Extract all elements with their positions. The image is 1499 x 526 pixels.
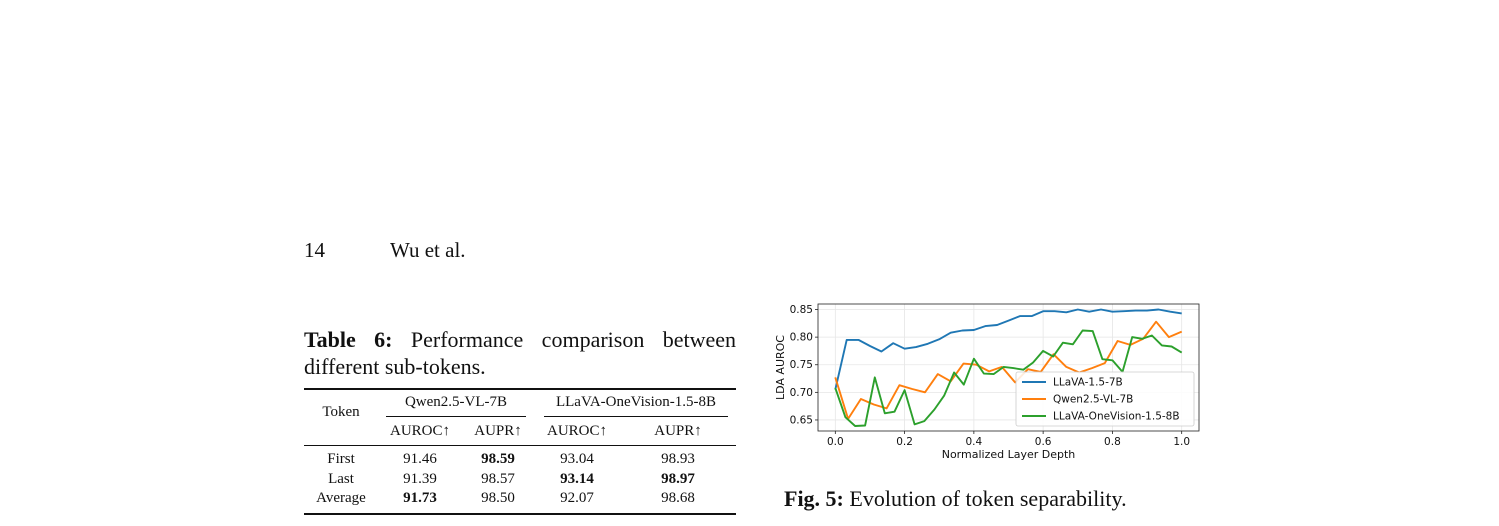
running-header-authors: Wu et al.	[390, 238, 466, 262]
table-cell: 98.57	[481, 471, 515, 487]
figure-caption-text: Evolution of token separability.	[849, 486, 1127, 511]
x-tick-label: 0.2	[896, 436, 913, 448]
results-table: Token Qwen2.5-VL-7B LLaVA-OneVision-1.5-…	[304, 388, 736, 516]
table-bottom-rule	[304, 513, 736, 515]
y-axis-label: LDA AUROC	[774, 335, 787, 400]
x-tick-label: 0.6	[1035, 436, 1052, 448]
x-tick-label: 1.0	[1173, 436, 1190, 448]
header-token: Token	[322, 404, 360, 420]
figure-caption: Fig. 5: Evolution of token separability.	[784, 486, 1127, 512]
table-cell: 98.50	[481, 490, 515, 506]
y-tick-label: 0.80	[790, 332, 813, 344]
table-caption-label: Table 6:	[304, 327, 393, 352]
x-tick-label: 0.4	[966, 436, 983, 448]
table-cell: 93.04	[560, 451, 594, 467]
row-label: First	[327, 451, 355, 467]
y-tick-label: 0.65	[790, 414, 813, 426]
table-cell: 93.14	[560, 471, 594, 487]
header-metric: AUPR↑	[654, 423, 702, 439]
table-cell: 91.73	[403, 490, 437, 506]
table-cell: 91.39	[403, 471, 437, 487]
y-tick-label: 0.85	[790, 304, 813, 316]
table-cell: 98.93	[661, 451, 695, 467]
legend-label: LLaVA-OneVision-1.5-8B	[1053, 411, 1180, 423]
header-metric: AUPR↑	[474, 423, 522, 439]
table-top-rule	[304, 388, 736, 390]
series-line	[834, 308, 1182, 390]
chart-svg: 0.0 0.2 0.4 0.6 0.8 1.0 0.65 0.70 0.75 0.80 0.85 N…	[774, 303, 1200, 461]
row-label: Average	[316, 490, 366, 506]
series-line	[834, 329, 1183, 427]
header-metric: AUROC↑	[389, 423, 451, 439]
x-tick-label: 0.8	[1104, 436, 1121, 448]
page-number: 14	[304, 238, 325, 262]
table-cell: 98.97	[661, 471, 695, 487]
legend-label: LLaVA-1.5-7B	[1053, 377, 1123, 389]
header-metric: AUROC↑	[546, 423, 608, 439]
table-cell: 98.68	[661, 490, 695, 506]
table-cell: 92.07	[560, 490, 594, 506]
group-rule-llava-ov	[544, 416, 728, 417]
row-label: Last	[328, 471, 354, 487]
figure-caption-label: Fig. 5:	[784, 486, 844, 511]
legend-label: Qwen2.5-VL-7B	[1053, 394, 1133, 406]
table-caption: Table 6: Performance comparison between …	[304, 326, 736, 380]
y-tick-label: 0.70	[790, 387, 813, 399]
legend-box	[1015, 371, 1195, 427]
header-group-qwen: Qwen2.5-VL-7B	[404, 394, 508, 410]
x-axis-label: Normalized Layer Depth	[942, 448, 1076, 461]
table-mid-rule	[304, 445, 736, 446]
chart-legend: LLaVA-1.5-7B Qwen2.5-VL-7B LLaVA-OneVision…	[1015, 371, 1195, 427]
table-cell: 91.46	[403, 451, 437, 467]
chart-series	[834, 308, 1183, 427]
header-group-llava-ov: LLaVA-OneVision-1.5-8B	[555, 394, 717, 410]
y-tick-label: 0.75	[790, 359, 813, 371]
table-caption-text: Performance comparison between different…	[304, 327, 737, 379]
figure-line-chart: 0.0 0.2 0.4 0.6 0.8 1.0 0.65 0.70 0.75 0.80 0.85 N…	[770, 298, 1210, 464]
group-rule-qwen	[386, 416, 526, 417]
table-cell: 98.59	[481, 451, 515, 467]
x-tick-label: 0.0	[827, 436, 844, 448]
plot-frame	[817, 303, 1200, 432]
chart-ticks: 0.0 0.2 0.4 0.6 0.8 1.0 0.65 0.70 0.75 0.80 0.85	[790, 304, 1190, 448]
series-line	[834, 320, 1183, 420]
